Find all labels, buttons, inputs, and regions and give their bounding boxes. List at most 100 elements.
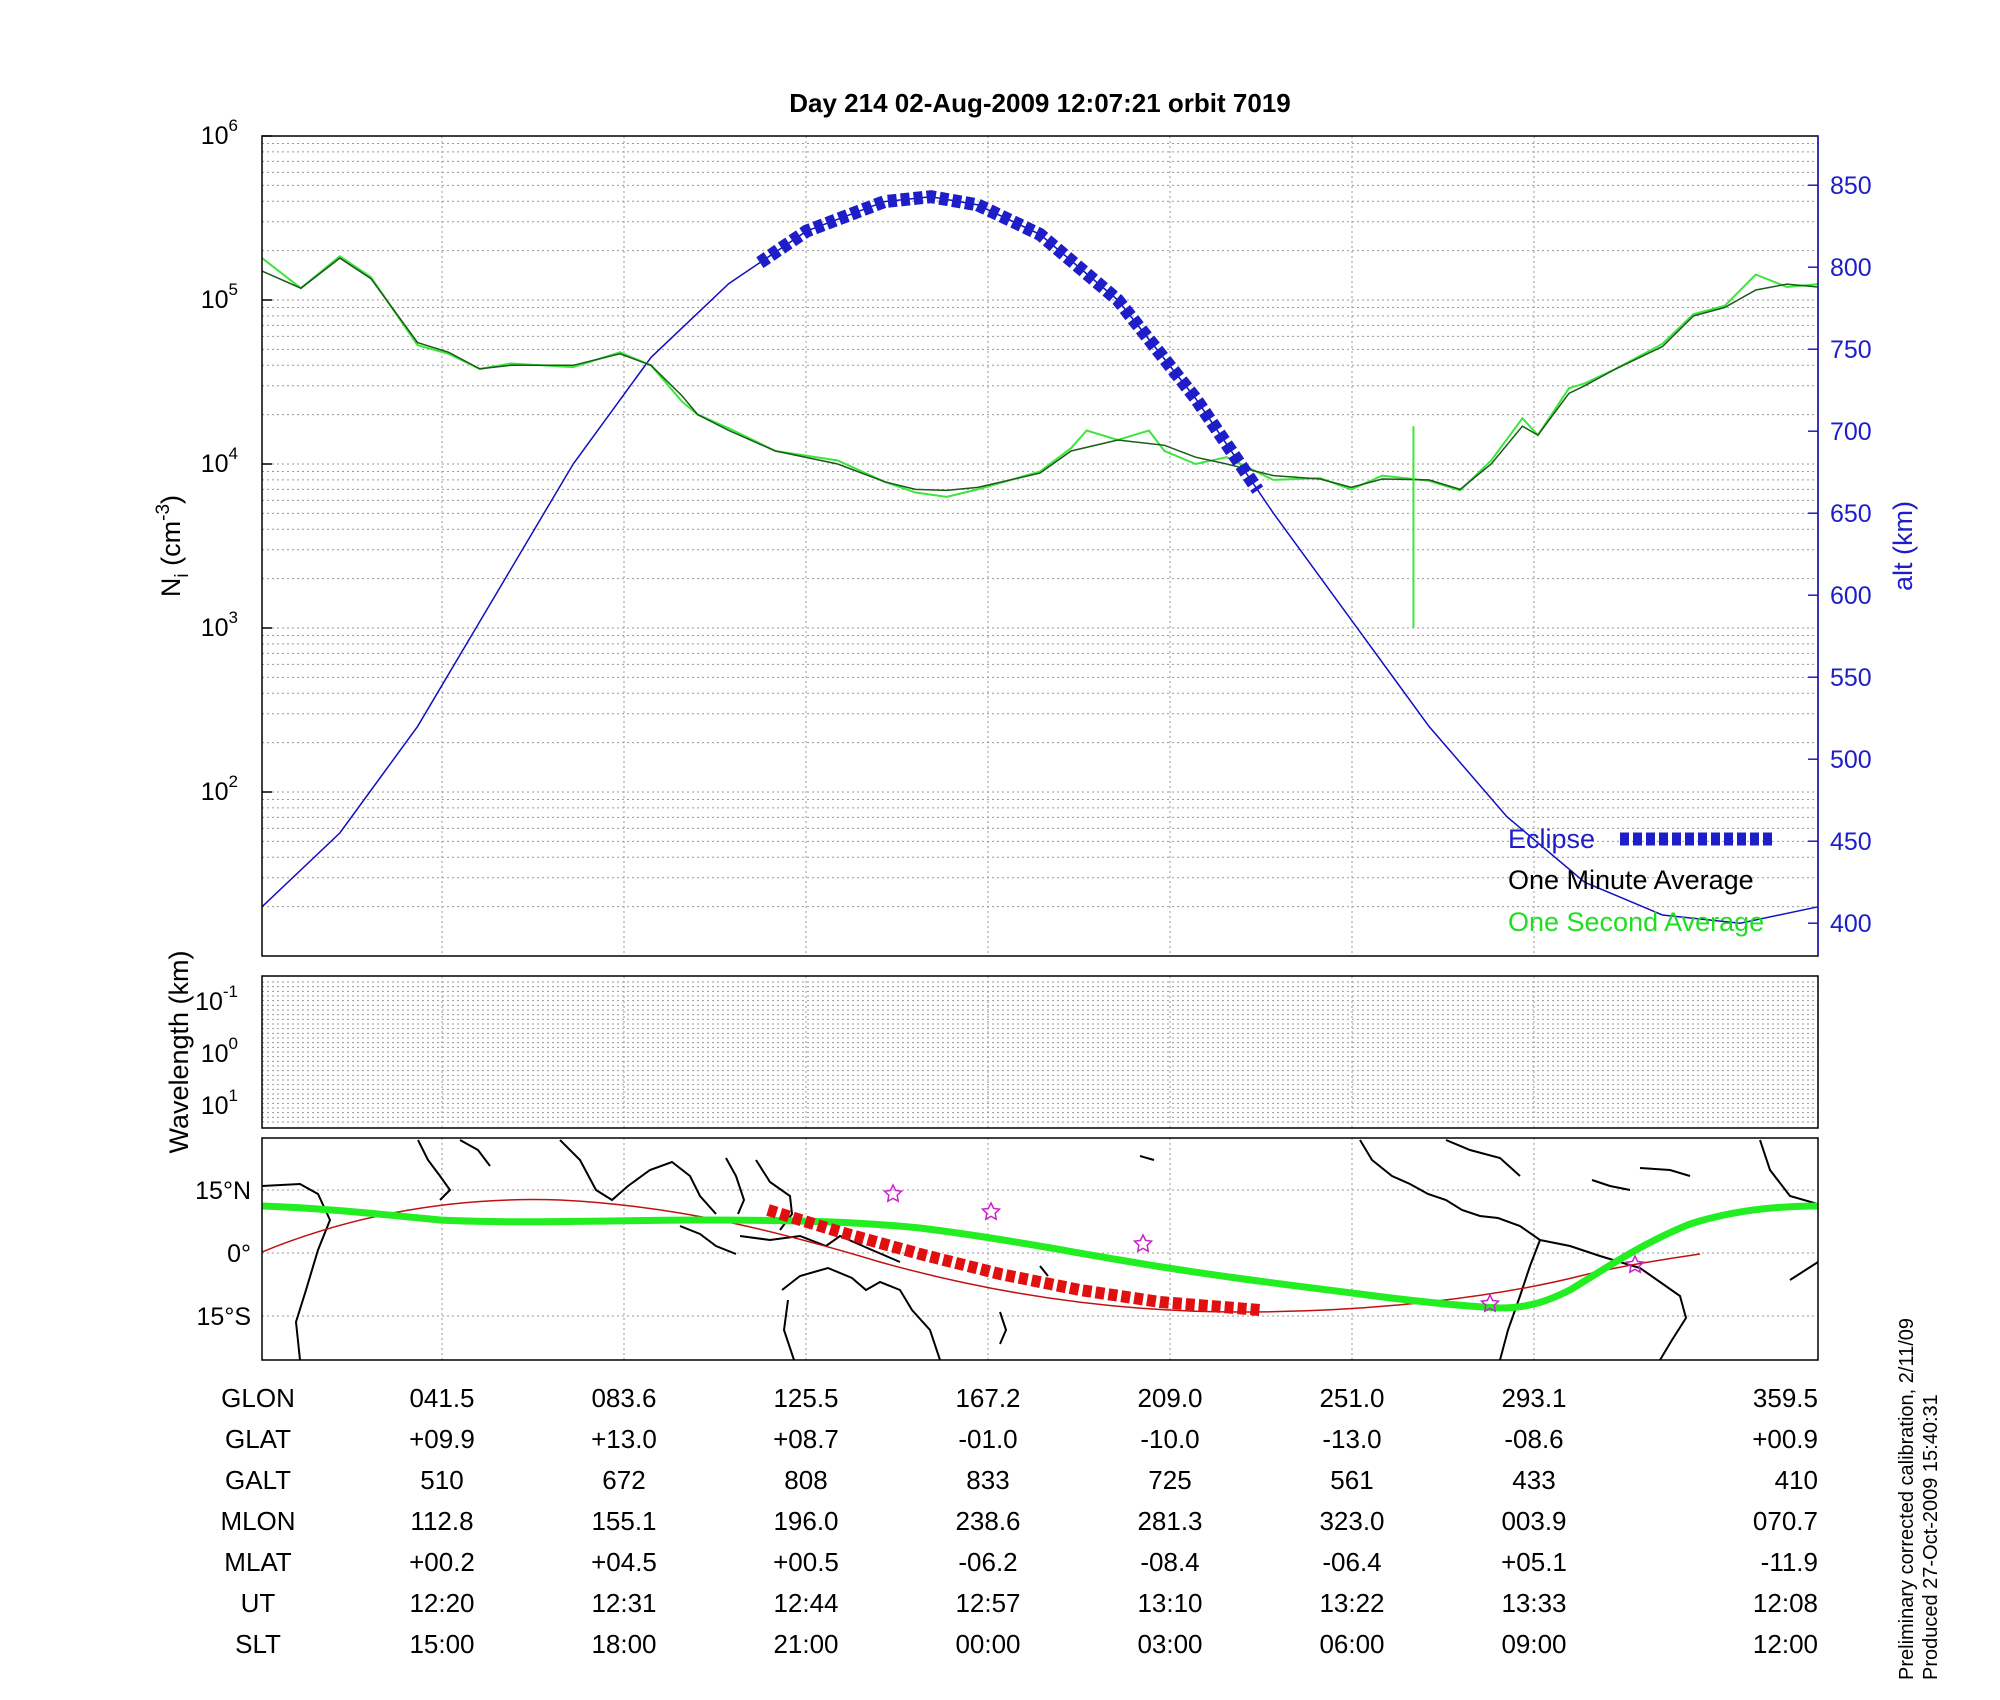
table-cell: 293.1 [1501,1383,1566,1413]
table-cell: 13:33 [1501,1588,1566,1618]
y2-tick-label: 800 [1830,254,1872,282]
table-cell: 12:31 [591,1588,656,1618]
y2-tick-label: 850 [1830,172,1872,200]
table-cell: 21:00 [773,1629,838,1659]
table-cell: -10.0 [1140,1424,1199,1454]
table-cell: -06.2 [958,1547,1017,1577]
table-cell: 196.0 [773,1506,838,1536]
table-cell: 083.6 [591,1383,656,1413]
satellite-ground-track [262,1202,1818,1312]
table-cell: -13.0 [1322,1424,1381,1454]
wavelength-axis-label: Wavelength (km) [164,950,194,1153]
table-cell: 725 [1148,1465,1191,1495]
y-tick-label: 106 [201,116,238,150]
table-cell: +00.2 [409,1547,475,1577]
y2-tick-label: 650 [1830,500,1872,528]
table-cell: 833 [966,1465,1009,1495]
y2-tick-label: 750 [1830,336,1872,364]
table-cell: 03:00 [1137,1629,1202,1659]
table-row-label: UT [241,1588,276,1618]
table-cell: 281.3 [1137,1506,1202,1536]
table-cell: +09.9 [409,1424,475,1454]
table-cell: 238.6 [955,1506,1020,1536]
table-cell: -06.4 [1322,1547,1381,1577]
y2-tick-label: 450 [1830,828,1872,856]
eclipse-ground-track [766,1204,1261,1316]
table-cell: 13:22 [1319,1588,1384,1618]
wavelength-tick-label: 100 [201,1034,238,1068]
table-cell: 510 [420,1465,463,1495]
table-cell: 00:00 [955,1629,1020,1659]
ground-track-map: 15°N 0° 15°S [195,1137,1819,1361]
y-tick-label: 102 [201,772,238,806]
y-tick-label: 105 [201,280,238,314]
star-marker [1479,1293,1501,1313]
table-cell: 561 [1330,1465,1373,1495]
table-cell: 12:57 [955,1588,1020,1618]
table-row-label: SLT [235,1629,281,1659]
wavelength-plot-frame [261,975,1819,1129]
top-y-axis-label: Ni (cm-3) [153,495,193,597]
table-cell: 070.7 [1753,1506,1818,1536]
table-cell: 155.1 [591,1506,656,1536]
y-tick-label: 104 [201,444,238,478]
star-marker [1132,1233,1154,1253]
table-cell: 410 [1775,1465,1818,1495]
wavelength-tick-label: 10-1 [195,982,238,1016]
legend: Eclipse One Minute Average One Second Av… [1508,824,1772,937]
y2-tick-label: 550 [1830,664,1872,692]
chart-title: Day 214 02-Aug-2009 12:07:21 orbit 7019 [789,88,1291,118]
table-cell: 18:00 [591,1629,656,1659]
orbit-parameter-table: GLON GLAT GALT MLON MLAT UT SLT 041.5 +09.9 510 11… [220,1383,1818,1659]
table-cell: 167.2 [955,1383,1020,1413]
table-row-label: MLAT [224,1547,292,1577]
table-cell: 12:44 [773,1588,838,1618]
table-cell: -08.6 [1504,1424,1563,1454]
table-cell: +00.9 [1752,1424,1818,1454]
table-cell: 13:10 [1137,1588,1202,1618]
wavelength-tick-label: 101 [201,1086,238,1120]
y2-tick-label: 500 [1830,746,1872,774]
table-cell: -01.0 [958,1424,1017,1454]
coastlines [262,1139,1818,1360]
legend-minute-label: One Minute Average [1508,865,1754,895]
table-row-label: GLON [221,1383,295,1413]
legend-eclipse-label: Eclipse [1508,824,1595,854]
map-content [262,1138,1818,1360]
density-altitude-panel: 102 103 104 105 106 400 450 500 550 600 650 700 750… [153,116,1918,957]
wavelength-panel: Wavelength (km) 10-1 100 101 [164,950,1819,1154]
table-cell: 359.5 [1753,1383,1818,1413]
map-frame [261,1137,1819,1361]
table-cell: +13.0 [591,1424,657,1454]
top-series [261,190,1819,924]
table-cell: 251.0 [1319,1383,1384,1413]
star-marker [980,1201,1002,1221]
table-row-label: GALT [225,1465,291,1495]
table-row-label: GLAT [225,1424,291,1454]
table-cell: +04.5 [591,1547,657,1577]
wavelength-grid [262,976,1818,1128]
footnote: Preliminary corrected calibration, 2/11/… [1896,1318,1942,1680]
table-cell: 15:00 [409,1629,474,1659]
table-cell: 09:00 [1501,1629,1566,1659]
series-one-minute-line [261,257,1819,492]
table-cell: -11.9 [1761,1547,1818,1577]
y2-tick-label: 600 [1830,582,1872,610]
table-cell: 112.8 [410,1506,473,1536]
top-y-ticks: 102 103 104 105 106 [201,116,272,806]
top-y2-ticks: 400 450 500 550 600 650 700 750 800 850 [1808,172,1872,938]
table-row-label: MLON [220,1506,295,1536]
map-lat-tick: 15°S [197,1303,251,1331]
y-tick-label: 103 [201,608,238,642]
top-y2-axis-label: alt (km) [1888,501,1918,591]
map-grid [262,1138,1818,1360]
table-cell: 672 [602,1465,645,1495]
top-grid [262,136,1818,957]
table-cell: +05.1 [1501,1547,1567,1577]
star-marker [1624,1254,1646,1274]
table-cell: 12:08 [1753,1588,1818,1618]
table-cell: 808 [784,1465,827,1495]
table-cell: 323.0 [1319,1506,1384,1536]
table-cell: 433 [1512,1465,1555,1495]
